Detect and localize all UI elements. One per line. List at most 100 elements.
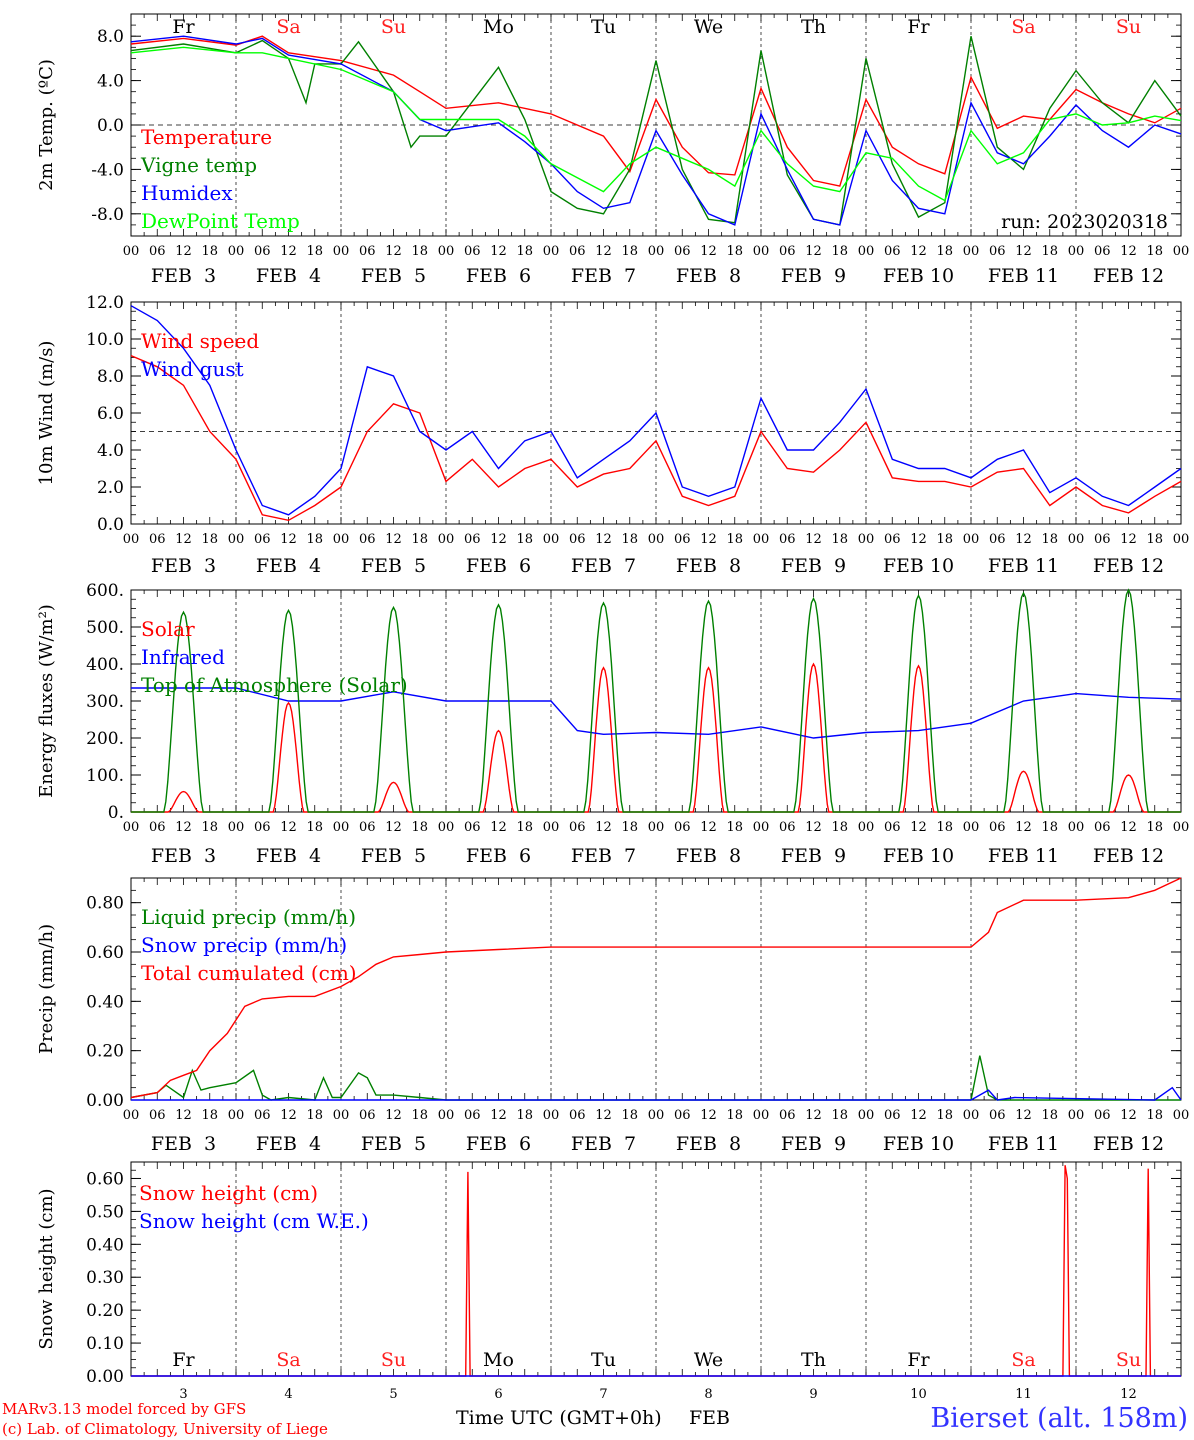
hour-label: 06: [569, 532, 586, 547]
y-axis-title: Precip (mm/h): [36, 924, 57, 1054]
y-tick-label: 400.: [86, 655, 124, 675]
date-label: FEB 5: [361, 1133, 426, 1155]
legend-entry: Infrared: [141, 645, 225, 669]
hour-label: 18: [831, 820, 848, 835]
y-tick-label: -4.0: [91, 160, 124, 180]
y-tick-label: 0.80: [86, 894, 124, 914]
hour-label: 12: [700, 244, 717, 259]
hour-label: 06: [989, 820, 1006, 835]
hour-label: 06: [254, 820, 271, 835]
weekday-label-top: Th: [801, 16, 826, 38]
series-snow-height-cm-: [131, 1165, 1181, 1377]
series-snow-precip-mm-h-: [131, 1086, 1182, 1101]
panel-2: 0.0 2.0 4.0 6.0 8.0 10.0 12.0 10m Wind (m/s) Win…: [36, 293, 1189, 577]
y-tick-label: 100.: [86, 766, 124, 786]
weekday-label-top: We: [694, 16, 723, 38]
hour-label: 18: [516, 820, 533, 835]
date-label: FEB 11: [988, 555, 1059, 577]
hour-label: 00: [963, 244, 980, 259]
day-number: 4: [284, 1387, 292, 1402]
date-label: FEB 11: [988, 845, 1059, 867]
date-label: FEB 11: [988, 265, 1059, 287]
date-label: FEB 7: [571, 265, 636, 287]
date-label: FEB 3: [151, 555, 216, 577]
hour-label: 06: [779, 532, 796, 547]
hour-label: 00: [1068, 244, 1085, 259]
hour-label: 12: [910, 820, 927, 835]
y-tick-label: 0.10: [86, 1334, 124, 1354]
hour-label: 06: [674, 820, 691, 835]
hour-label: 06: [779, 244, 796, 259]
day-number: 7: [599, 1387, 607, 1402]
hour-label: 18: [1146, 244, 1163, 259]
date-label: FEB 4: [256, 845, 321, 867]
hour-label: 18: [411, 244, 428, 259]
date-label: FEB 6: [466, 845, 531, 867]
footer-credit: (c) Lab. of Climatology, University of L…: [2, 1420, 328, 1438]
hour-label: 18: [726, 820, 743, 835]
hour-label: 00: [753, 244, 770, 259]
hour-label: 00: [123, 244, 140, 259]
hour-label: 06: [464, 1108, 481, 1123]
weekday-label-bottom: Su: [1116, 1349, 1141, 1371]
hour-label: 06: [1094, 1108, 1111, 1123]
legend-entry: Solar: [141, 617, 195, 641]
hour-label: 00: [438, 244, 455, 259]
hour-label: 12: [490, 1108, 507, 1123]
weekday-label-bottom: Sa: [1011, 1349, 1035, 1371]
hour-label: 00: [648, 1108, 665, 1123]
date-label: FEB 9: [781, 265, 846, 287]
hour-label: 00: [123, 532, 140, 547]
y-tick-label: 0.40: [86, 992, 124, 1012]
hour-label: 00: [438, 532, 455, 547]
weekday-label-bottom: Th: [801, 1349, 826, 1371]
hour-label: 12: [280, 1108, 297, 1123]
hour-label: 06: [254, 244, 271, 259]
hour-label: 18: [306, 532, 323, 547]
y-tick-label: 4.0: [97, 441, 124, 461]
hour-label: 12: [805, 820, 822, 835]
y-axis-title: 2m Temp. (ºC): [36, 59, 57, 191]
hour-label: 18: [1146, 532, 1163, 547]
x-axis-month: FEB: [689, 1407, 730, 1429]
hour-label: 12: [280, 532, 297, 547]
y-tick-label: 2.0: [97, 478, 124, 498]
weekday-label-top: Sa: [276, 16, 300, 38]
hour-label: 12: [910, 244, 927, 259]
weekday-label-top: Fr: [907, 16, 930, 38]
hour-label: 06: [359, 1108, 376, 1123]
hour-label: 00: [963, 532, 980, 547]
hour-label: 00: [228, 244, 245, 259]
panel-3: 0. 100. 200. 300. 400. 500. 600. Energy fluxes …: [36, 581, 1189, 867]
hour-label: 18: [411, 820, 428, 835]
date-label: FEB 9: [781, 1133, 846, 1155]
y-tick-label: 0.00: [86, 1091, 124, 1111]
hour-label: 12: [700, 1108, 717, 1123]
date-label: FEB 5: [361, 845, 426, 867]
hour-label: 00: [858, 1108, 875, 1123]
hour-label: 18: [936, 532, 953, 547]
hour-label: 06: [674, 1108, 691, 1123]
hour-label: 06: [359, 820, 376, 835]
hour-label: 12: [175, 532, 192, 547]
hour-label: 00: [228, 1108, 245, 1123]
hour-label: 06: [464, 244, 481, 259]
series-liquid-precip-mm-h-: [130, 1055, 1181, 1101]
hour-label: 00: [753, 532, 770, 547]
series-infrared: [131, 687, 1182, 739]
date-label: FEB 9: [781, 845, 846, 867]
legend-entry: Temperature: [141, 125, 272, 149]
hour-label: 12: [1120, 532, 1137, 547]
hour-label: 12: [1015, 820, 1032, 835]
hour-label: 06: [569, 820, 586, 835]
hour-label: 12: [1120, 820, 1137, 835]
date-label: FEB 3: [151, 1133, 216, 1155]
hour-label: 06: [1094, 244, 1111, 259]
x-axis-label: Time UTC (GMT+0h): [456, 1407, 662, 1429]
hour-label: 12: [700, 820, 717, 835]
date-label: FEB 6: [466, 1133, 531, 1155]
weekday-label-top: Su: [1116, 16, 1141, 38]
hour-label: 18: [936, 820, 953, 835]
y-tick-label: 600.: [86, 581, 124, 601]
